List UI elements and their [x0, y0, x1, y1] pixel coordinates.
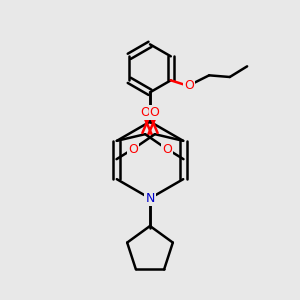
Text: N: N: [145, 192, 155, 205]
Text: O: O: [128, 143, 138, 156]
Text: O: O: [141, 106, 151, 119]
Text: O: O: [184, 79, 194, 92]
Text: O: O: [162, 143, 172, 156]
Text: O: O: [149, 106, 159, 119]
